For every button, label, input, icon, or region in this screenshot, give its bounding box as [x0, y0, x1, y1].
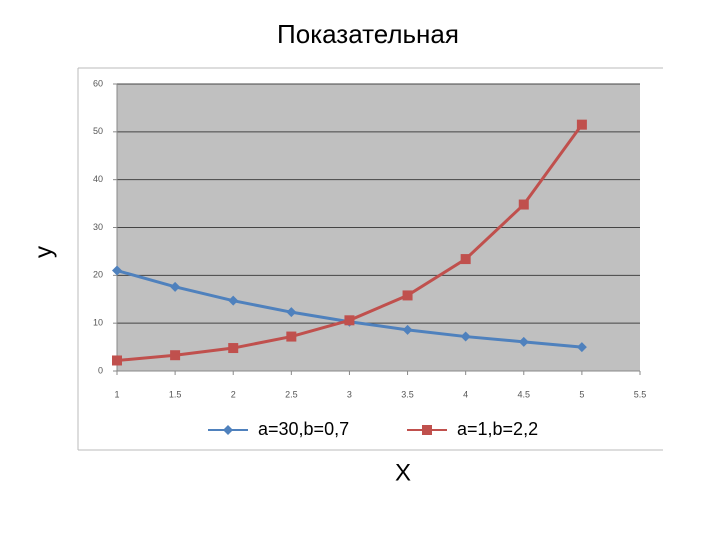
- legend-label: a=30,b=0,7: [258, 419, 349, 439]
- legend-marker: [422, 425, 432, 435]
- y-axis-label: y: [30, 246, 57, 258]
- marker: [112, 265, 122, 276]
- y-tick-label: 20: [93, 270, 103, 280]
- marker: [170, 350, 181, 361]
- y-tick-label: 60: [93, 78, 103, 88]
- marker: [228, 295, 239, 306]
- marker: [112, 355, 122, 366]
- x-tick-label: 1: [114, 389, 119, 399]
- y-tick-label: 0: [98, 365, 103, 375]
- marker: [518, 199, 529, 210]
- x-tick-label: 5.5: [634, 389, 647, 399]
- marker: [228, 343, 239, 354]
- marker: [518, 336, 529, 347]
- marker: [460, 254, 471, 265]
- x-tick-label: 2.5: [285, 389, 298, 399]
- marker: [286, 307, 297, 318]
- marker: [286, 331, 297, 342]
- chart-title: Показательная: [277, 19, 459, 49]
- marker: [576, 342, 587, 353]
- marker: [170, 281, 181, 292]
- y-tick-label: 50: [93, 126, 103, 136]
- x-tick-label: 3.5: [401, 389, 414, 399]
- y-tick-label: 10: [93, 318, 103, 328]
- legend-marker: [223, 425, 233, 435]
- x-tick-label: 2: [231, 389, 236, 399]
- marker: [402, 290, 413, 301]
- marker: [402, 324, 413, 335]
- x-tick-label: 3: [347, 389, 352, 399]
- x-tick-label: 4.5: [518, 389, 531, 399]
- x-tick-label: 4: [463, 389, 468, 399]
- y-tick-label: 30: [93, 222, 103, 232]
- marker: [344, 315, 355, 326]
- marker: [460, 331, 471, 342]
- marker: [576, 119, 587, 130]
- x-tick-label: 5: [579, 389, 584, 399]
- y-tick-label: 40: [93, 174, 103, 184]
- legend-label: a=1,b=2,2: [457, 419, 538, 439]
- x-axis-label: X: [395, 459, 411, 486]
- x-tick-label: 1.5: [169, 389, 182, 399]
